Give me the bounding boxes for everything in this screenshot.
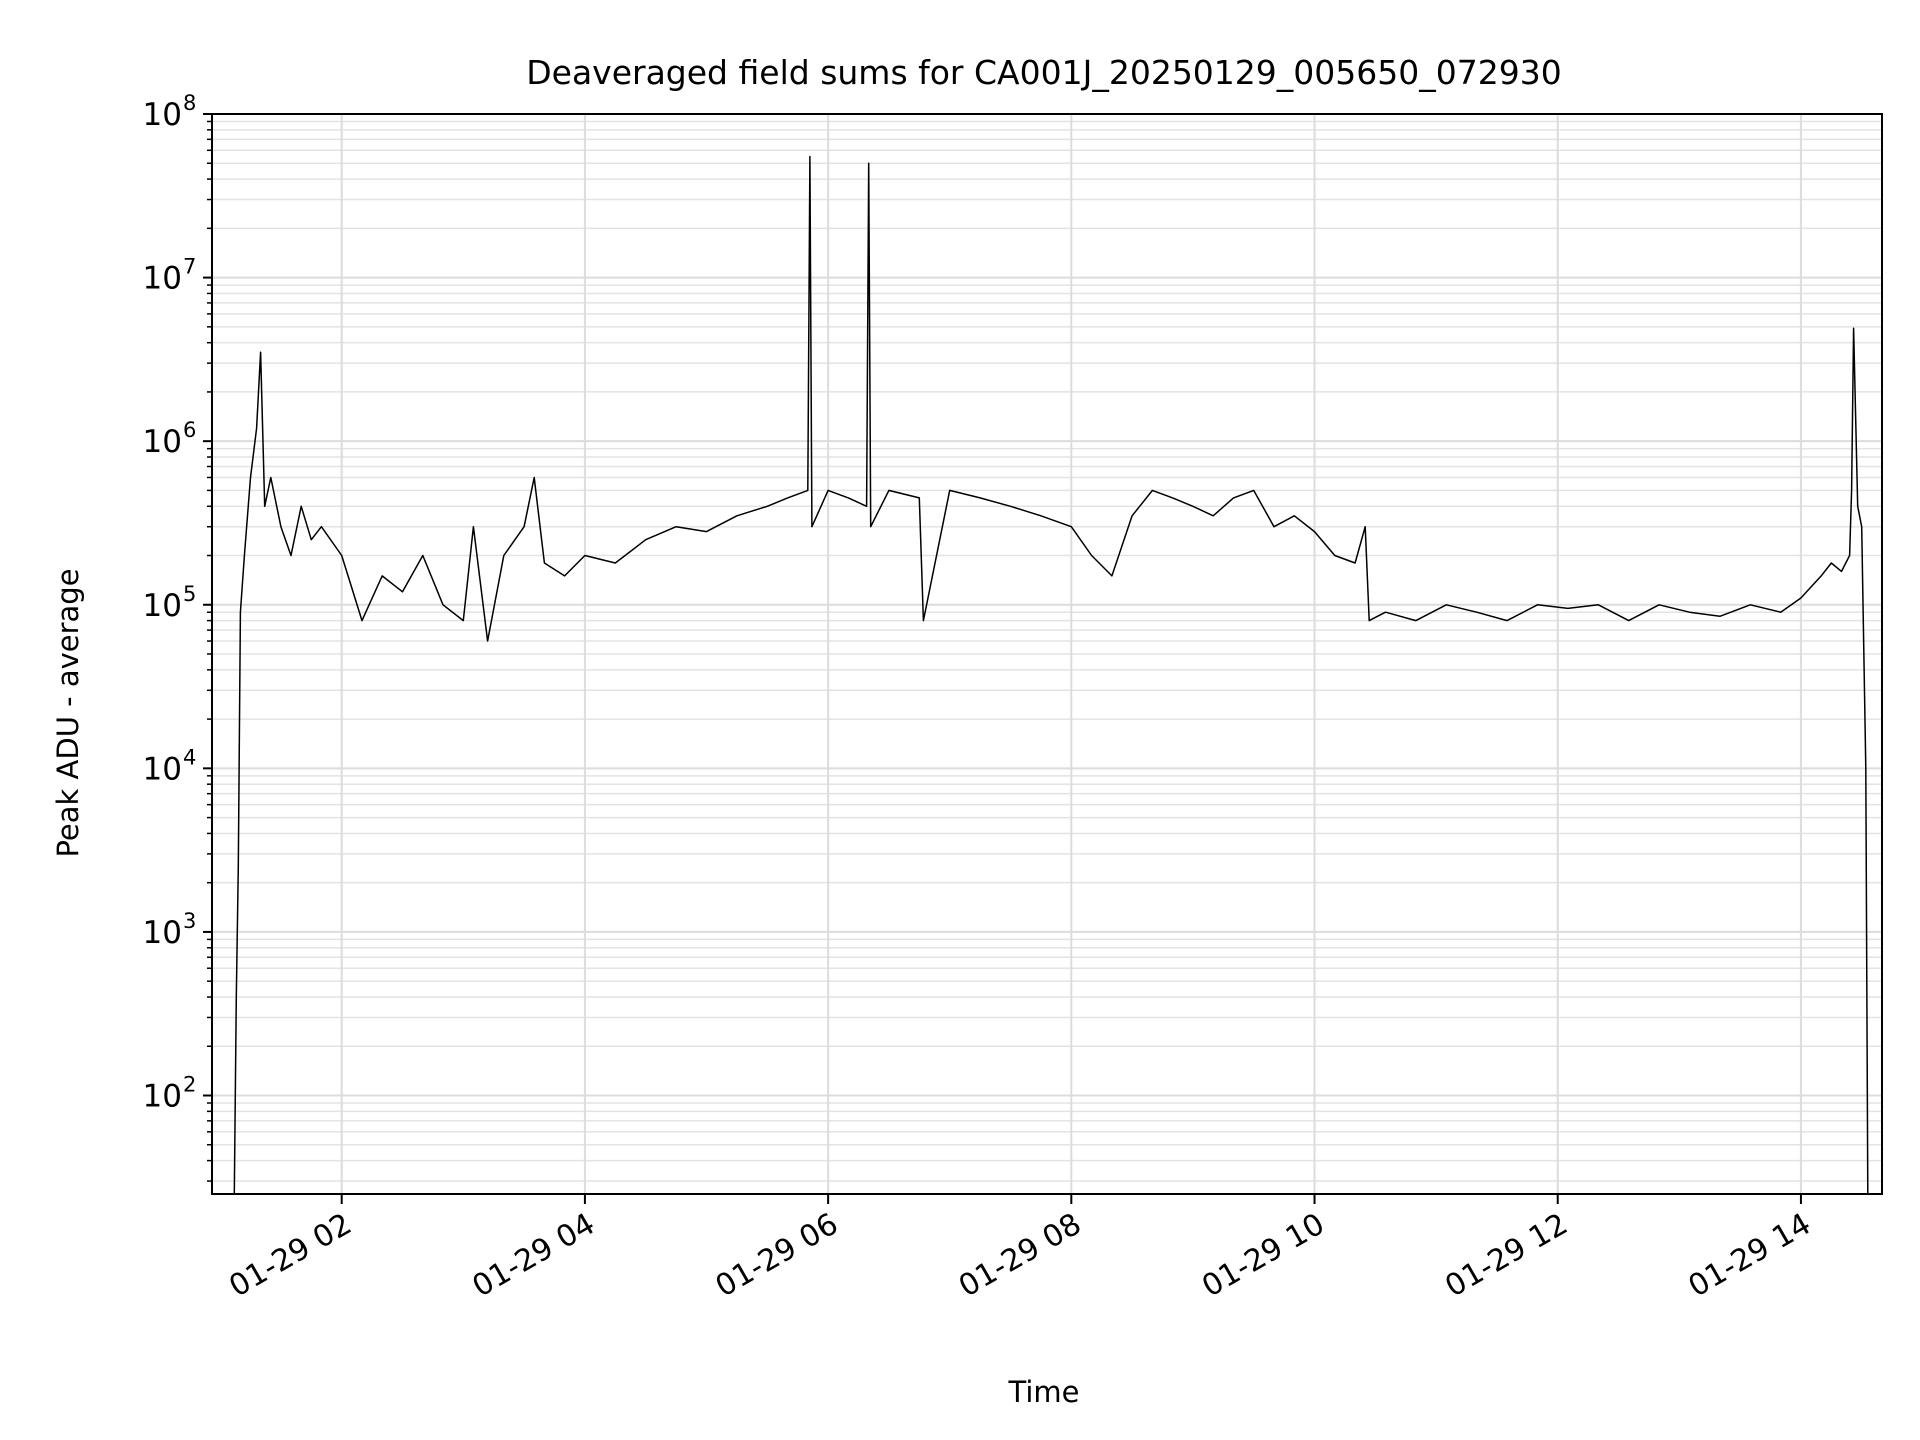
x-axis-label: Time bbox=[1008, 1375, 1080, 1409]
series-line bbox=[233, 155, 1869, 1194]
y-tick-exponent: 2 bbox=[183, 1073, 196, 1097]
y-tick-label: 10 bbox=[143, 97, 182, 133]
y-tick-exponent: 6 bbox=[183, 418, 196, 442]
y-tick-exponent: 8 bbox=[183, 91, 196, 115]
y-tick-label: 10 bbox=[143, 915, 182, 951]
y-tick-label: 10 bbox=[143, 1079, 182, 1115]
y-tick-label: 10 bbox=[143, 261, 182, 297]
chart-title: Deaveraged field sums for CA001J_2025012… bbox=[526, 53, 1562, 92]
y-tick-exponent: 5 bbox=[183, 582, 196, 606]
y-tick-exponent: 7 bbox=[183, 255, 196, 279]
y-tick-label: 10 bbox=[143, 751, 182, 787]
grid-layer bbox=[212, 113, 1882, 1194]
y-tick-exponent: 4 bbox=[183, 745, 196, 769]
y-tick-label: 10 bbox=[143, 588, 182, 624]
y-tick-exponent: 3 bbox=[183, 909, 196, 933]
series-layer bbox=[233, 155, 1869, 1194]
y-axis-label: Peak ADU - average bbox=[51, 568, 85, 857]
y-tick-label: 10 bbox=[143, 424, 182, 460]
